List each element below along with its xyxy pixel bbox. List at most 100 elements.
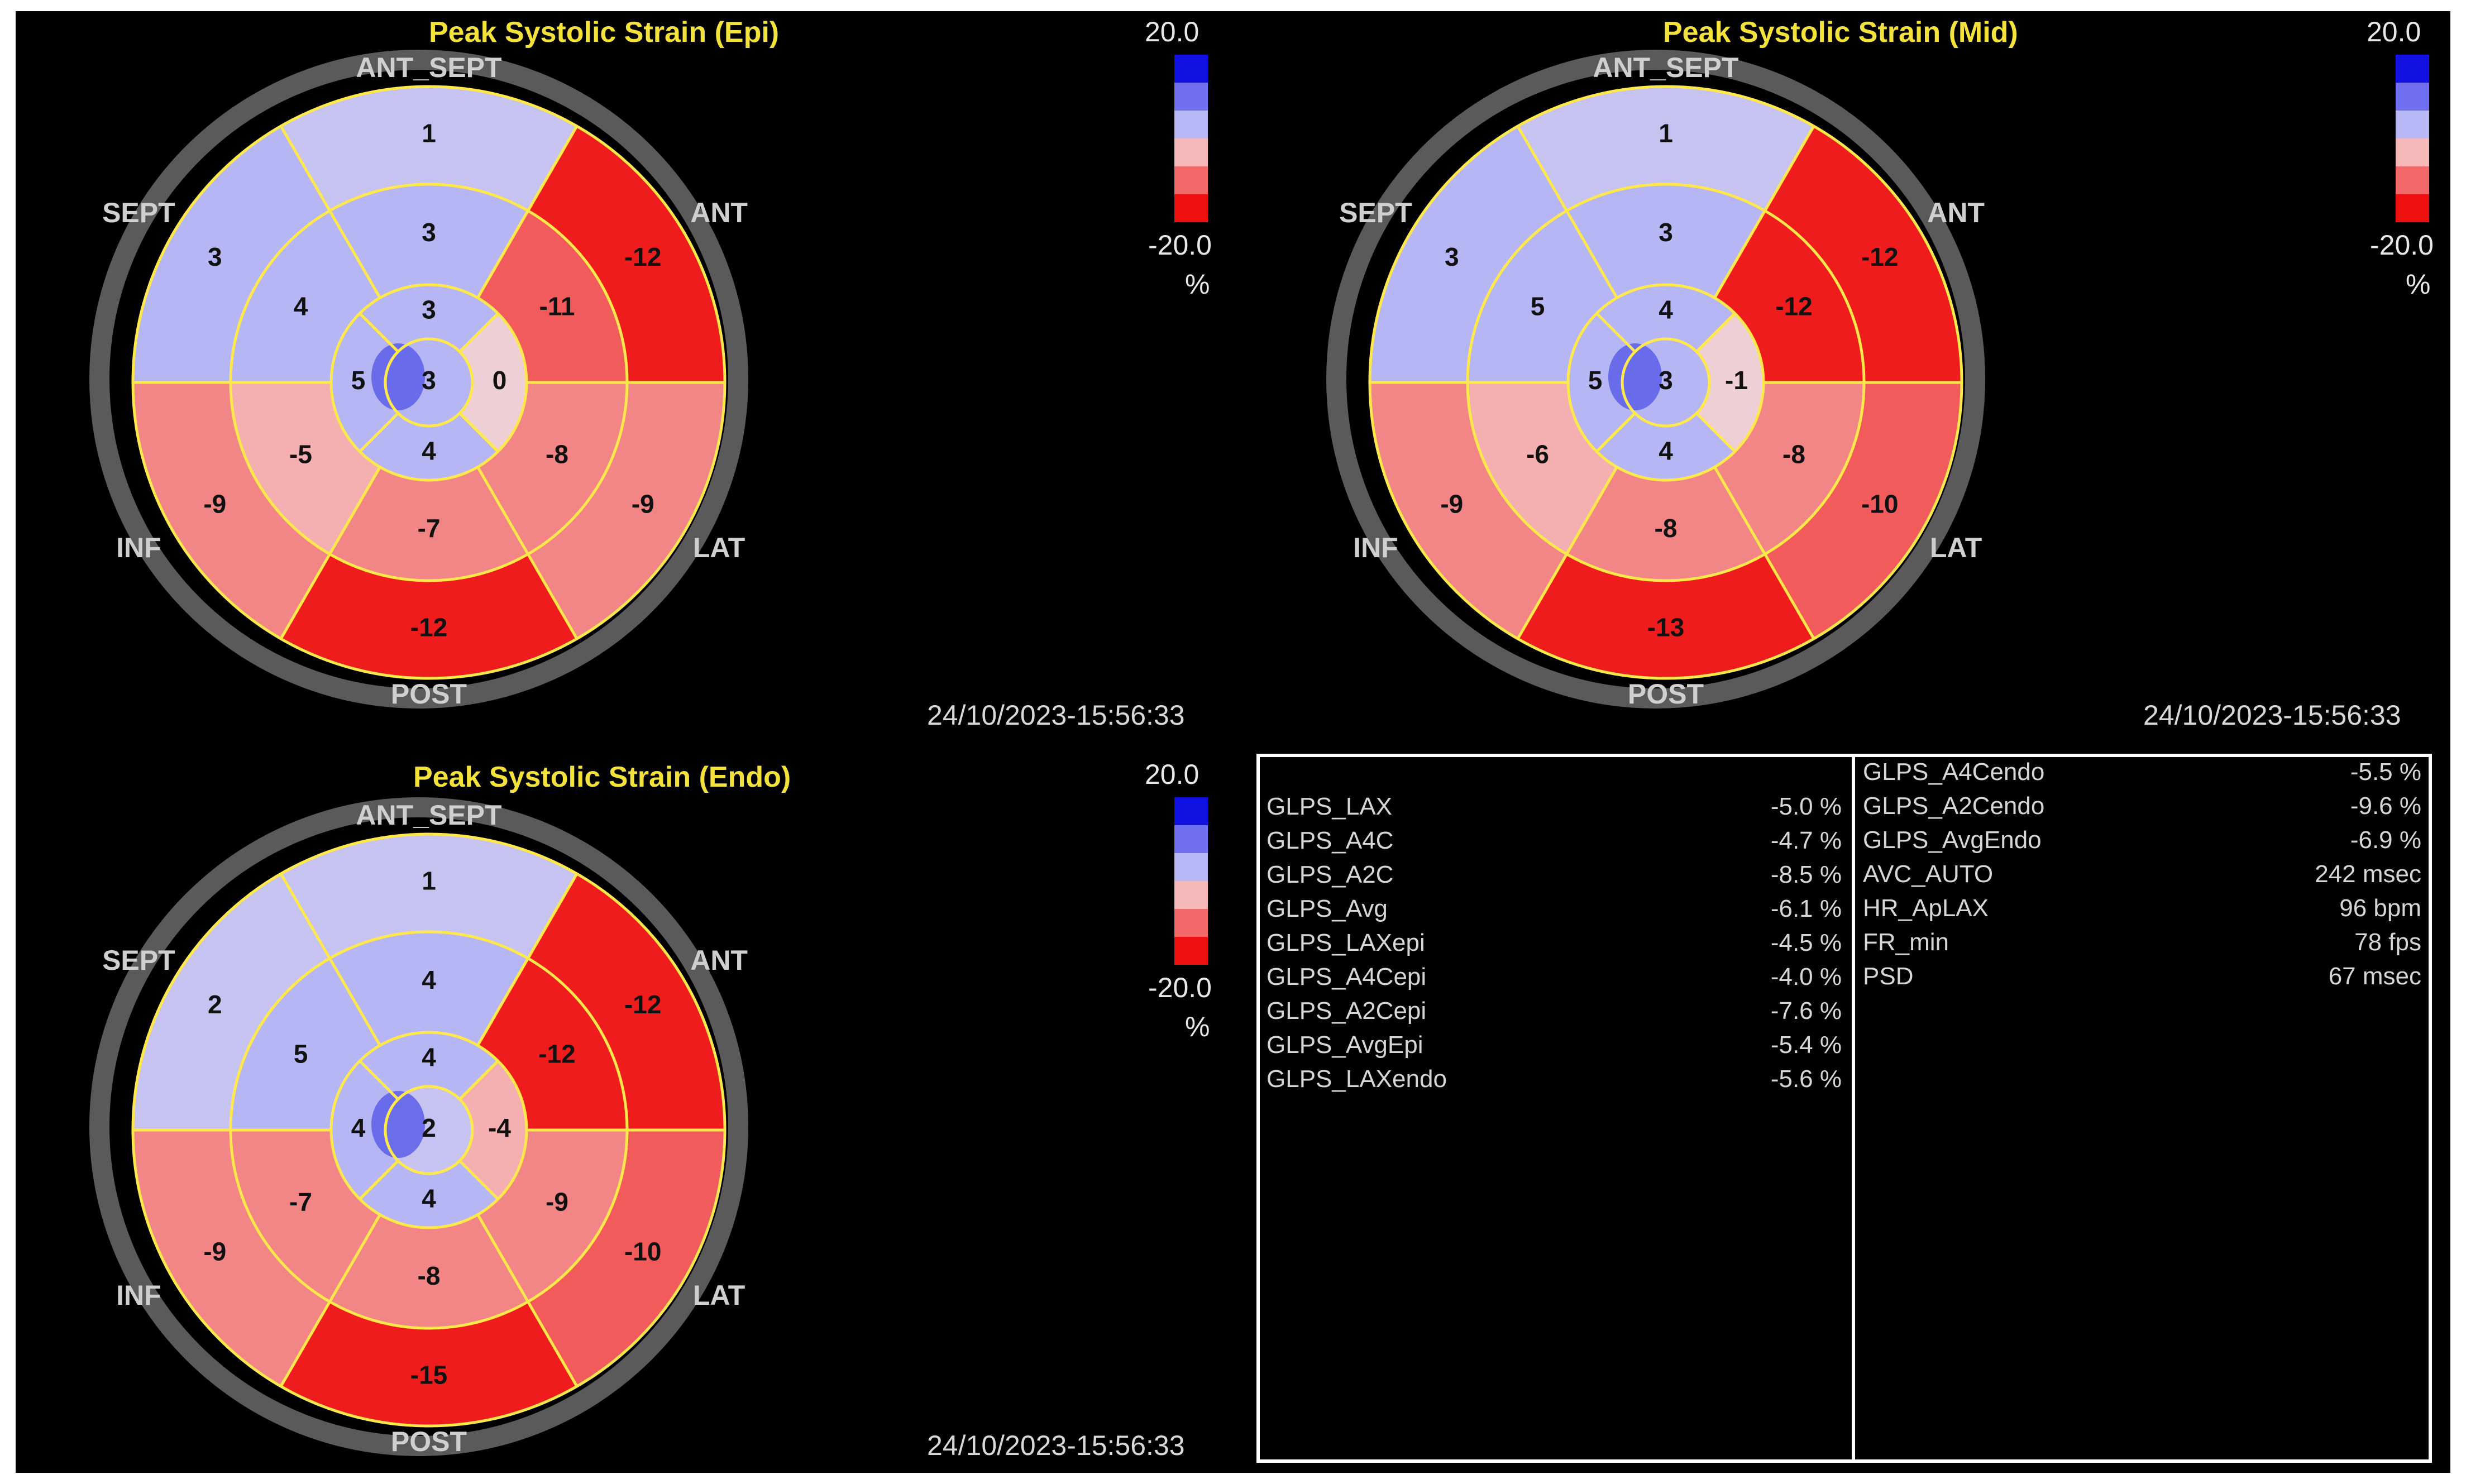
wall-label-post: POST (391, 1426, 467, 1457)
stats-row: GLPS_AvgEndo -6.9 % (1863, 826, 2421, 860)
colorbar (2396, 55, 2429, 222)
bullseye-panel-epi: Peak Systolic Strain (Epi) 1 3 -12 -11 -9 -8 -… (16, 11, 1244, 748)
apical-segment (360, 284, 498, 352)
basal-segment (281, 554, 577, 678)
apical-segment (331, 1061, 398, 1199)
basal-segment (281, 834, 577, 959)
wall-label-inf: INF (1353, 532, 1398, 563)
segment-value: 1 (422, 119, 436, 148)
stats-row: GLPS_A4Cepi -4.0 % (1267, 963, 1842, 997)
basal-segment (133, 382, 330, 639)
colorbar-swatch (1174, 138, 1208, 166)
mid-segment (329, 184, 528, 298)
segment-value: -4 (488, 1113, 511, 1142)
segment-value: 2 (208, 990, 222, 1019)
wall-label-sept: SEPT (102, 197, 175, 228)
segment-value: 3 (1445, 242, 1459, 271)
stats-value: 67 msec (2328, 963, 2421, 990)
segment-value: 4 (1659, 437, 1673, 466)
wall-label-sept: SEPT (102, 945, 175, 976)
stats-value: -5.5 % (2350, 758, 2421, 786)
basal-segment (528, 382, 725, 639)
panel-title: Peak Systolic Strain (Epi) (429, 16, 780, 49)
segment-value: -11 (539, 292, 575, 321)
stats-value: -6.9 % (2350, 826, 2421, 854)
segment-value: -12 (624, 242, 661, 271)
stats-column-right: GLPS_A4Cendo -5.5 % GLPS_A2Cendo -9.6 % GLPS… (1863, 758, 2421, 997)
timestamp: 24/10/2023-15:56:33 (2143, 700, 2401, 731)
grid-spoke (476, 466, 579, 640)
colorbar-swatch (1174, 825, 1208, 853)
mid-segment (477, 382, 627, 554)
grid-spoke (1595, 412, 1636, 453)
wall-label-ant-sept: ANT_SEPT (356, 800, 501, 831)
stats-row: GLPS_LAX -5.0 % (1267, 793, 1842, 827)
segment-value: -8 (546, 440, 568, 469)
wall-label-inf: INF (116, 532, 161, 563)
wall-label-ant-sept: ANT_SEPT (356, 52, 501, 83)
basal-segment (1518, 86, 1814, 211)
grid-spoke (279, 1214, 381, 1387)
grid-spoke (1516, 125, 1618, 299)
bullseye-panel-endo: Peak Systolic Strain (Endo) 1 4 -12 -12 -10 -… (16, 748, 1244, 1473)
basal-segment (1370, 382, 1567, 639)
wall-label-lat: LAT (693, 1280, 745, 1311)
mid-segment (231, 210, 380, 382)
segment-value: -1 (1725, 366, 1748, 395)
segment-value: 0 (493, 366, 507, 395)
segment-value: 3 (422, 295, 436, 324)
stats-key: GLPS_A4C (1267, 827, 1394, 854)
stats-key: GLPS_AvgEndo (1863, 826, 2042, 854)
colorbar-swatch (1174, 881, 1208, 909)
basal-segment (528, 874, 725, 1130)
strain-blob (1608, 343, 1662, 410)
wall-label-post: POST (391, 678, 467, 710)
segment-value: 5 (294, 1040, 308, 1069)
stats-value: -6.1 % (1770, 895, 1842, 922)
stats-value: -5.6 % (1770, 1065, 1842, 1093)
segment-value: -9 (632, 489, 654, 518)
colorbar-swatch (1174, 111, 1208, 138)
apical-segment (1597, 413, 1735, 480)
stats-value: -4.5 % (1770, 929, 1842, 956)
segment-value: -8 (418, 1261, 441, 1290)
scale-unit: % (1185, 269, 1210, 300)
stats-key: GLPS_A4Cepi (1267, 963, 1427, 990)
basal-segment (1765, 126, 1962, 382)
stats-row: FR_min 78 fps (1863, 928, 2421, 963)
outer-ring (1326, 50, 1985, 709)
segment-value: 4 (422, 1184, 436, 1213)
colorbar-swatch (1174, 797, 1208, 825)
stats-value: -4.0 % (1770, 963, 1842, 990)
mid-segment (1468, 382, 1617, 554)
screen: Peak Systolic Strain (Epi) 1 3 -12 -11 -9 -8-… (16, 11, 2450, 1473)
mid-segment (477, 210, 627, 382)
segment-value: 4 (1659, 295, 1673, 324)
grid-ring (384, 337, 474, 428)
grid-spoke (279, 466, 381, 640)
stats-key: GLPS_LAX (1267, 793, 1393, 820)
strain-blob (371, 1091, 425, 1158)
colorbar-swatch (1174, 166, 1208, 194)
segment-value: 5 (1588, 366, 1603, 395)
basal-segment (1518, 554, 1814, 678)
segment-value: 4 (422, 965, 436, 994)
outer-ring (89, 797, 748, 1456)
segment-value: 2 (422, 1113, 436, 1142)
stats-value: -5.4 % (1770, 1031, 1842, 1059)
grid-spoke (476, 873, 579, 1046)
colorbar-swatch (2396, 138, 2429, 166)
apical-segment (331, 313, 398, 452)
stats-key: GLPS_LAXendo (1267, 1065, 1447, 1093)
segment-value: -7 (289, 1188, 312, 1217)
segment-value: 1 (422, 867, 436, 896)
wall-label-ant: ANT (690, 197, 748, 228)
basal-segment (528, 1130, 725, 1386)
apical-segment (460, 1061, 527, 1199)
stats-value: 78 fps (2354, 928, 2421, 956)
stats-row: GLPS_A2C -8.5 % (1267, 861, 1842, 895)
apical-segment (360, 1161, 498, 1228)
apical-segment (360, 1032, 498, 1099)
segment-value: 3 (1659, 218, 1673, 247)
grid-spoke (359, 412, 399, 453)
